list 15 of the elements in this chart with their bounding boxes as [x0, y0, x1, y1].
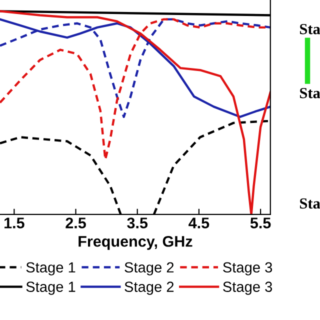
- text: Sta: [300, 198, 320, 209]
- text: Sta: [300, 88, 320, 98]
- legend-label: Stage 1: [26, 282, 76, 295]
- legend-label: Stage 2: [124, 282, 174, 295]
- legend-label: Stage 3: [223, 282, 272, 295]
- legend-label: Stage 3: [223, 262, 272, 276]
- legend-label: Stage 1: [26, 262, 76, 276]
- x-tick-label: 5.5: [250, 218, 271, 228]
- x-tick-label: 1.5: [4, 218, 24, 228]
- legend-label: Stage 2: [124, 262, 174, 276]
- text: Sta: [300, 24, 320, 34]
- x-tick-label: 4.5: [188, 218, 210, 228]
- x-tick-label: 3.5: [127, 218, 148, 228]
- x-axis-title: Frequency, GHz: [78, 236, 192, 250]
- x-tick-label: 2.5: [66, 218, 86, 228]
